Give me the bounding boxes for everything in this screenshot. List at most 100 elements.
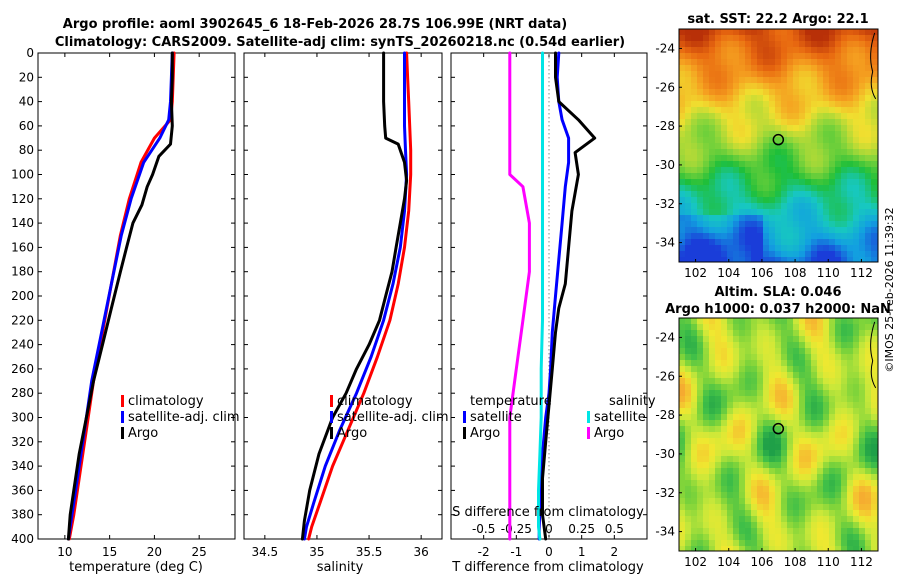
heatmap-cell xyxy=(865,227,872,234)
heatmap-cell xyxy=(775,53,782,60)
heatmap-cell xyxy=(841,173,848,180)
heatmap-cell xyxy=(745,384,752,391)
heatmap-cell xyxy=(769,179,776,186)
heatmap-cell xyxy=(835,149,842,156)
heatmap-cell xyxy=(715,492,722,499)
heatmap-cell xyxy=(847,366,854,373)
heatmap-cell xyxy=(775,155,782,162)
heatmap-cell xyxy=(727,318,734,325)
heatmap-cell xyxy=(841,251,848,258)
heatmap-cell xyxy=(685,257,692,263)
heatmap-cell xyxy=(691,239,698,246)
heatmap-cell xyxy=(793,251,800,258)
heatmap-cell xyxy=(787,179,794,186)
heatmap-cell xyxy=(811,251,818,258)
heatmap-cell xyxy=(775,149,782,156)
heatmap-cell xyxy=(805,396,812,403)
heatmap-cell xyxy=(727,203,734,210)
heatmap-cell xyxy=(865,486,872,493)
heatmap-cell xyxy=(829,324,836,331)
heatmap-cell xyxy=(835,516,842,523)
heatmap-cell xyxy=(703,41,710,48)
heatmap-cell xyxy=(805,59,812,66)
heatmap-cell xyxy=(715,191,722,198)
heatmap-cell xyxy=(739,456,746,463)
heatmap-cell xyxy=(769,41,776,48)
heatmap-cell xyxy=(727,137,734,144)
heatmap-cell xyxy=(859,221,866,228)
heatmap-cell xyxy=(841,143,848,150)
heatmap-cell xyxy=(871,221,878,228)
heatmap-cell xyxy=(841,522,848,529)
y-tick-label: 400 xyxy=(11,532,34,546)
heatmap-cell xyxy=(769,239,776,246)
heatmap-cell xyxy=(715,197,722,204)
heatmap-cell xyxy=(745,348,752,355)
heatmap-cell xyxy=(865,257,872,263)
sla-map: 102 104 106 108 110 112-24-26-28-30-32-34 xyxy=(655,317,879,569)
heatmap-cell xyxy=(859,65,866,72)
heatmap-cell xyxy=(841,378,848,385)
heatmap-cell xyxy=(709,29,716,36)
heatmap-cell xyxy=(757,47,764,54)
heatmap-cell xyxy=(697,546,704,552)
heatmap-cell xyxy=(805,221,812,228)
heatmap-cell xyxy=(733,95,740,102)
heatmap-cell xyxy=(775,215,782,222)
heatmap-cell xyxy=(751,41,758,48)
heatmap-cell xyxy=(733,522,740,529)
heatmap-cell xyxy=(871,354,878,361)
heatmap-cell xyxy=(865,330,872,337)
heatmap-cell xyxy=(853,179,860,186)
heatmap-cell xyxy=(781,209,788,216)
heatmap-cell xyxy=(793,438,800,445)
heatmap-cell xyxy=(841,498,848,505)
heatmap-cell xyxy=(769,444,776,451)
heatmap-cell xyxy=(829,396,836,403)
heatmap-cell xyxy=(769,197,776,204)
heatmap-cell xyxy=(679,35,686,42)
heatmap-cell xyxy=(745,167,752,174)
heatmap-cell xyxy=(829,330,836,337)
heatmap-cell xyxy=(745,41,752,48)
heatmap-cell xyxy=(745,221,752,228)
heatmap-cell xyxy=(685,510,692,517)
heatmap-cell xyxy=(799,143,806,150)
heatmap-cell xyxy=(793,390,800,397)
heatmap-cell xyxy=(697,318,704,325)
heatmap-cell xyxy=(709,378,716,385)
heatmap-cell xyxy=(769,354,776,361)
heatmap-cell xyxy=(763,402,770,409)
heatmap-cell xyxy=(733,516,740,523)
heatmap-cell xyxy=(841,179,848,186)
heatmap-cell xyxy=(709,498,716,505)
heatmap-cell xyxy=(709,233,716,240)
heatmap-cell xyxy=(679,197,686,204)
heatmap-cell xyxy=(835,522,842,529)
x-tick-label: 104 xyxy=(717,555,740,569)
heatmap-cell xyxy=(811,372,818,379)
heatmap-cell xyxy=(817,239,824,246)
heatmap-cell xyxy=(847,528,854,535)
heatmap-cell xyxy=(685,438,692,445)
heatmap-cell xyxy=(793,185,800,192)
heatmap-cell xyxy=(769,113,776,120)
heatmap-cell xyxy=(835,342,842,349)
heatmap-cell xyxy=(727,402,734,409)
heatmap-cell xyxy=(805,336,812,343)
x-tick-label: 35.5 xyxy=(356,545,383,559)
heatmap-cell xyxy=(847,480,854,487)
legend-satellite-label: satellite-adj. clim xyxy=(337,410,449,425)
heatmap-cell xyxy=(871,107,878,114)
heatmap-cell xyxy=(709,191,716,198)
heatmap-cell xyxy=(787,384,794,391)
heatmap-cell xyxy=(739,83,746,90)
heatmap-cell xyxy=(763,516,770,523)
heatmap-cell xyxy=(781,173,788,180)
heatmap-cell xyxy=(745,372,752,379)
heatmap-cell xyxy=(679,233,686,240)
heatmap-cell xyxy=(799,480,806,487)
heatmap-cell xyxy=(721,47,728,54)
heatmap-cell xyxy=(781,125,788,132)
heatmap-cell xyxy=(679,456,686,463)
